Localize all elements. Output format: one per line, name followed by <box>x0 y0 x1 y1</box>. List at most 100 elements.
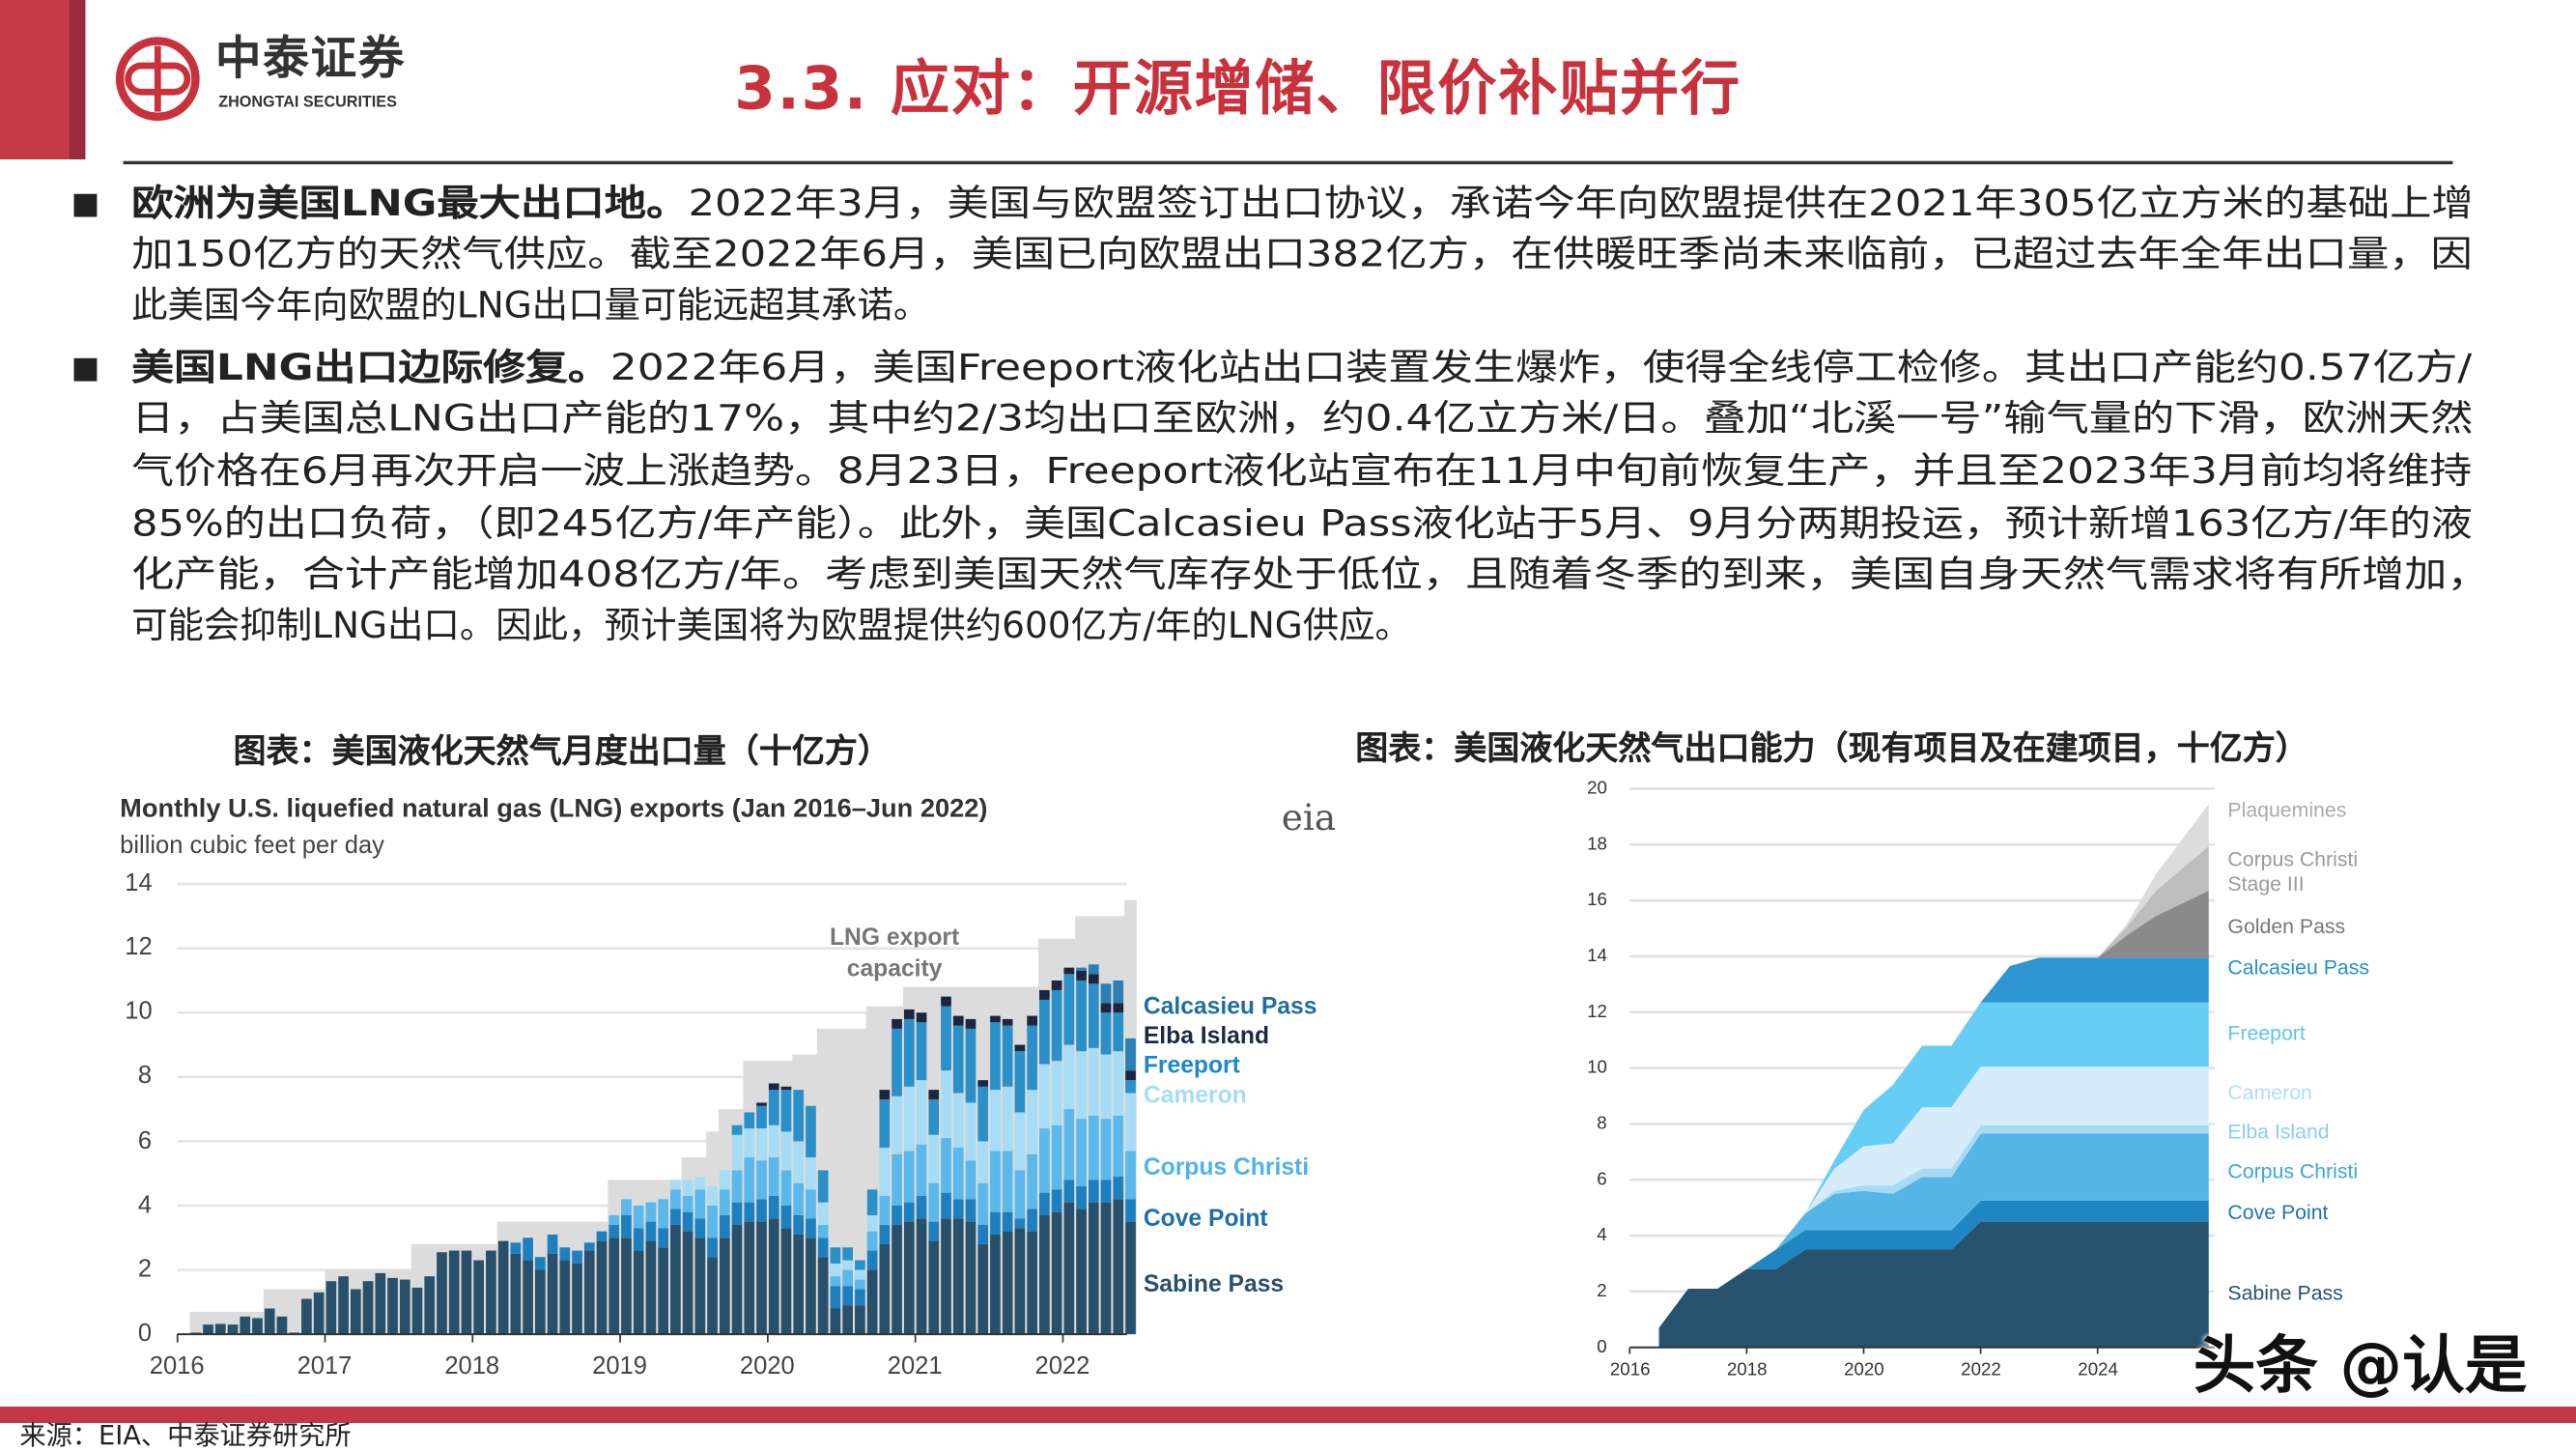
bar-segment-elba-island <box>952 1015 964 1026</box>
bar-segment-freeport <box>855 1260 865 1270</box>
bar-segment-corpus-christi <box>1113 1115 1124 1178</box>
chart1-title: Monthly U.S. liquefied natural gas (LNG)… <box>120 795 988 824</box>
logo-text-cn: 中泰证券 <box>214 31 407 86</box>
watermark: 头条 @认是 <box>2193 1329 2528 1402</box>
bar-segment-corpus-christi <box>1088 1115 1099 1181</box>
y-tick-label: 4 <box>137 1190 153 1219</box>
bar-segment-corpus-christi <box>682 1195 694 1212</box>
bar-segment-elba-island <box>756 1102 767 1106</box>
bar-segment-sabine-pass <box>1051 1211 1062 1335</box>
bar-segment-corpus-christi <box>1125 1151 1136 1200</box>
bar-segment-sabine-pass <box>497 1240 509 1335</box>
bar-segment-sabine-pass <box>830 1308 841 1335</box>
bar-segment-cameron <box>903 1086 915 1152</box>
bar-segment-cove-point <box>1014 1218 1026 1229</box>
bar-segment-cove-point <box>1088 1180 1099 1203</box>
bar-segment-freeport <box>1051 989 1062 1062</box>
bar-segment-cove-point <box>1113 1177 1124 1200</box>
bar-segment-sabine-pass <box>448 1250 460 1335</box>
bar-segment-sabine-pass <box>842 1305 853 1335</box>
bar-segment-freeport <box>965 1028 977 1103</box>
bar-segment-elba-island <box>879 1090 891 1100</box>
bar-segment-cameron <box>707 1186 718 1206</box>
paragraph-2-line-2: 日，占美国总LNG出口产能的17%，其中约2/3均出口至欧洲，约0.4亿立方米/… <box>131 399 2474 441</box>
bar-segment-cove-point <box>621 1214 632 1238</box>
bar-segment-cameron <box>1100 1054 1112 1120</box>
bar-segment-sabine-pass <box>276 1316 288 1335</box>
bar-segment-cove-point <box>941 1192 951 1219</box>
bar-segment-cameron <box>830 1263 841 1277</box>
legend-label: Golden Pass <box>2227 915 2346 939</box>
bar-segment-sabine-pass <box>682 1231 694 1335</box>
header-red-bar-shade <box>69 0 86 159</box>
bar-segment-cameron <box>1063 1044 1075 1110</box>
bar-segment-sabine-pass <box>879 1243 891 1335</box>
legend-label: Cameron <box>2227 1081 2312 1105</box>
x-tick-label: 2019 <box>592 1351 647 1380</box>
paragraph-2-line-3: 气价格在6月再次开启一波上涨趋势。8月23日，Freeport液化站宣布在11月… <box>131 451 2473 494</box>
bar-segment-cove-point <box>583 1242 595 1251</box>
bar-segment-elba-island <box>928 1090 940 1100</box>
bar-segment-cameron <box>1039 1064 1050 1129</box>
y-tick-label: 20 <box>1587 779 1607 799</box>
area-calcasieu-pass <box>1658 957 2209 1328</box>
bar-segment-cove-point <box>645 1221 657 1241</box>
bar-segment-freeport <box>866 1189 878 1215</box>
paragraph-1-line-1: 欧洲为美国LNG最大出口地。2022年3月，美国与欧盟签订出口协议，承诺今年向欧… <box>131 184 2474 226</box>
legend-label: Corpus Christi <box>1143 1154 1310 1181</box>
bar-segment-freeport <box>1039 999 1050 1065</box>
bar-segment-sabine-pass <box>227 1324 239 1335</box>
bar-segment-sabine-pass <box>534 1269 546 1335</box>
bar-segment-sabine-pass <box>572 1263 582 1335</box>
paragraph-2-lead: 美国LNG出口边际修复。 <box>131 348 610 390</box>
bar-segment-cove-point <box>1039 1192 1050 1215</box>
bar-segment-freeport <box>952 1025 964 1094</box>
y-tick-label: 6 <box>137 1126 153 1154</box>
bar-segment-sabine-pass <box>719 1238 730 1335</box>
bar-segment-cove-point <box>793 1214 805 1235</box>
bar-segment-corpus-christi <box>609 1214 620 1225</box>
bar-segment-sabine-pass <box>1125 1221 1136 1335</box>
legend-label: Sabine Pass <box>1143 1271 1285 1298</box>
bar-segment-corpus-christi <box>879 1195 891 1225</box>
bar-segment-cove-point <box>952 1199 964 1219</box>
bar-segment-freeport <box>780 1090 792 1132</box>
y-tick-label: 2 <box>137 1255 153 1284</box>
bar-segment-elba-island <box>1125 1070 1136 1081</box>
bar-segment-cove-point <box>817 1238 829 1258</box>
bar-segment-sabine-pass <box>326 1281 337 1335</box>
bar-segment-cove-point <box>806 1218 816 1238</box>
bar-segment-cove-point <box>572 1250 582 1264</box>
bar-segment-cove-point <box>658 1228 668 1248</box>
y-tick-label: 10 <box>125 997 153 1026</box>
bar-segment-corpus-christi <box>1051 1124 1062 1190</box>
bar-segment-elba-island <box>990 1015 1001 1023</box>
bar-segment-corpus-christi <box>645 1202 657 1222</box>
bar-segment-sabine-pass <box>252 1318 263 1335</box>
bar-segment-freeport <box>1014 1051 1026 1113</box>
bar-segment-sabine-pass <box>744 1221 755 1335</box>
bar-segment-sabine-pass <box>264 1308 275 1335</box>
bar-segment-freeport <box>903 1018 915 1087</box>
bar-segment-corpus-christi <box>842 1269 853 1287</box>
zhongtai-logo-icon <box>115 37 200 122</box>
legend-label: Elba Island <box>2227 1121 2330 1144</box>
x-tick-label: 2022 <box>1034 1351 1090 1380</box>
bar-segment-sabine-pass <box>1088 1202 1099 1335</box>
legend-label: Calcasieu Pass <box>1143 994 1317 1021</box>
bar-segment-cove-point <box>523 1238 533 1261</box>
legend-label: Sabine Pass <box>2227 1281 2343 1305</box>
bar-segment-freeport <box>842 1247 853 1261</box>
bar-segment-freeport <box>731 1124 743 1135</box>
bar-segment-corpus-christi <box>707 1205 718 1238</box>
bar-segment-elba-island <box>1113 1003 1124 1013</box>
x-tick-label: 2024 <box>2078 1360 2118 1380</box>
bar-segment-cameron <box>916 1080 927 1145</box>
bar-segment-corpus-christi <box>633 1205 644 1229</box>
bar-segment-cameron <box>806 1157 816 1190</box>
capacity-annotation: LNG export capacity <box>829 925 960 983</box>
bar-segment-corpus-christi <box>965 1160 977 1200</box>
bar-segment-sabine-pass <box>866 1269 878 1335</box>
